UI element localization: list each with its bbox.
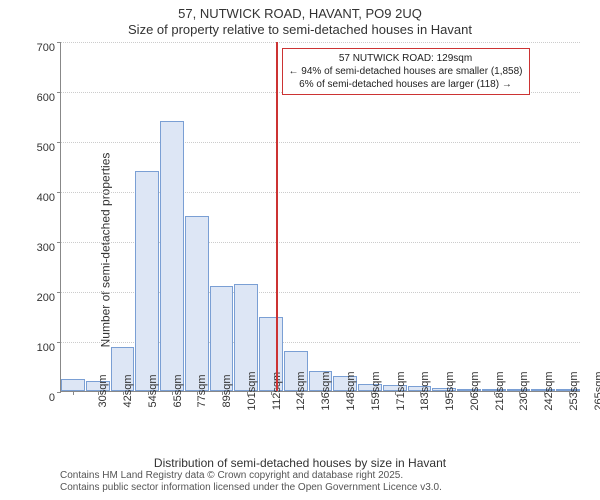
x-axis-label: Distribution of semi-detached houses by …	[0, 456, 600, 470]
reference-line	[276, 42, 278, 391]
y-tick-label: 200	[37, 292, 61, 304]
y-tick-label: 300	[37, 242, 61, 254]
y-tick-label: 700	[37, 42, 61, 54]
chart-title-main: 57, NUTWICK ROAD, HAVANT, PO9 2UQ	[0, 6, 600, 21]
y-tick-label: 0	[49, 392, 61, 404]
histogram-bar	[160, 121, 184, 391]
chart-title-sub: Size of property relative to semi-detach…	[0, 22, 600, 37]
x-tick-label: 265sqm	[569, 371, 600, 410]
y-tick-label: 100	[37, 342, 61, 354]
histogram-bar	[185, 216, 209, 391]
marker-annotation-box: 57 NUTWICK ROAD: 129sqm← 94% of semi-det…	[282, 48, 530, 95]
y-tick-label: 500	[37, 142, 61, 154]
data-attribution: Contains HM Land Registry data © Crown c…	[60, 470, 442, 494]
plot-area: 010020030040050060070030sqm42sqm54sqm65s…	[60, 42, 580, 392]
y-tick-label: 600	[37, 92, 61, 104]
y-tick-label: 400	[37, 192, 61, 204]
histogram-bar	[135, 171, 159, 391]
histogram-chart: 57, NUTWICK ROAD, HAVANT, PO9 2UQ Size o…	[0, 0, 600, 500]
